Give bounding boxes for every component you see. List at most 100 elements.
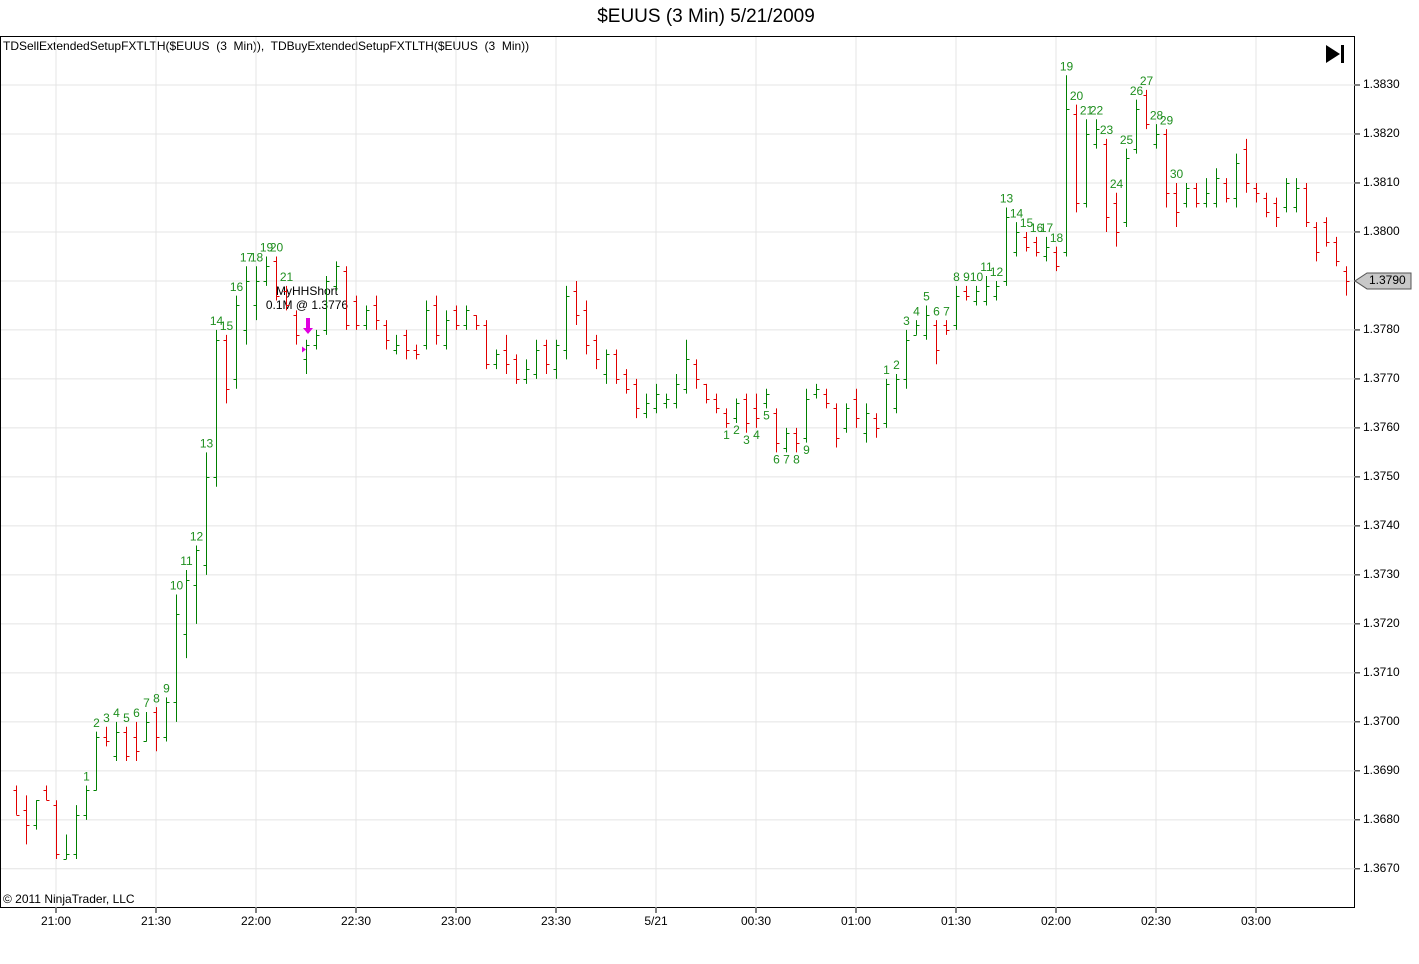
y-tick-label: 1.3810 (1363, 175, 1400, 189)
x-tick-label: 21:30 (141, 914, 171, 928)
sell-setup-count: 17 (1040, 221, 1054, 235)
sell-setup-count: 15 (1020, 216, 1034, 230)
sell-setup-count: 1 (883, 363, 890, 377)
sell-setup-count: 4 (913, 304, 920, 318)
sell-setup-count: 14 (1010, 206, 1024, 220)
x-tick-label: 00:30 (741, 914, 771, 928)
y-tick-label: 1.3800 (1363, 224, 1400, 238)
sell-setup-count: 2 (93, 716, 100, 730)
sell-setup-count: 6 (133, 706, 140, 720)
sell-setup-count: 29 (1160, 113, 1174, 127)
y-tick-label: 1.3720 (1363, 616, 1400, 630)
sell-setup-count: 28 (1150, 108, 1164, 122)
sell-setup-count: 20 (270, 241, 284, 255)
sell-setup-count: 9 (163, 682, 170, 696)
sell-setup-count: 5 (123, 711, 130, 725)
indicator-legend: TDSellExtendedSetupFXTLTH($EUUS (3 Min))… (3, 39, 529, 53)
trade-fill-marker (302, 346, 306, 353)
scroll-end-button[interactable] (1326, 45, 1344, 63)
sell-setup-count: 23 (1100, 123, 1114, 137)
sell-setup-count: 12 (990, 265, 1004, 279)
sell-setup-count: 8 (153, 691, 160, 705)
sell-setup-count: 7 (143, 696, 150, 710)
y-tick-label: 1.3770 (1363, 371, 1400, 385)
sell-setup-count: 24 (1110, 177, 1124, 191)
sell-setup-count: 9 (963, 270, 970, 284)
x-tick-label: 01:30 (941, 914, 971, 928)
sell-setup-count: 3 (103, 711, 110, 725)
sell-setup-count: 13 (200, 437, 214, 451)
x-tick-label: 02:30 (1141, 914, 1171, 928)
y-tick-label: 1.3710 (1363, 665, 1400, 679)
sell-setup-count: 25 (1120, 133, 1134, 147)
sell-setup-count: 1 (83, 770, 90, 784)
sell-setup-count: 11 (180, 554, 193, 568)
trade-name: MyHHShort (276, 284, 339, 298)
sell-setup-count: 2 (893, 358, 900, 372)
plot-frame (0, 36, 1355, 908)
x-tick-label: 02:00 (1041, 914, 1071, 928)
buy-setup-count: 8 (793, 453, 800, 467)
sell-setup-count: 22 (1090, 103, 1104, 117)
y-tick-label: 1.3740 (1363, 518, 1400, 532)
y-tick-label: 1.3750 (1363, 469, 1400, 483)
end-bar-icon[interactable] (1341, 45, 1344, 63)
buy-setup-count: 4 (753, 428, 760, 442)
sell-setup-count: 21 (1080, 103, 1094, 117)
sell-setup-count: 10 (170, 579, 184, 593)
y-tick-label: 1.3830 (1363, 77, 1400, 91)
buy-setup-count: 9 (803, 443, 810, 457)
y-tick-label: 1.3700 (1363, 714, 1400, 728)
y-tick-label: 1.3820 (1363, 126, 1400, 140)
x-tick-label: 23:30 (541, 914, 571, 928)
sell-setup-count: 4 (113, 706, 120, 720)
x-tick-label: 23:00 (441, 914, 471, 928)
y-tick-label: 1.3670 (1363, 861, 1400, 875)
y-tick-label: 1.3780 (1363, 322, 1400, 336)
buy-setup-count: 5 (763, 408, 770, 422)
x-tick-label: 22:30 (341, 914, 371, 928)
sell-setup-count: 19 (260, 241, 274, 255)
sell-setup-count: 20 (1070, 89, 1084, 103)
play-icon[interactable] (1326, 45, 1340, 63)
sell-setup-count: 5 (923, 290, 930, 304)
sell-setup-count: 11 (980, 260, 993, 274)
last-price-tag (1354, 272, 1412, 290)
sell-setup-count: 18 (1050, 231, 1064, 245)
sell-setup-count: 12 (190, 530, 204, 544)
sell-setup-count: 16 (1030, 221, 1044, 235)
buy-setup-count: 3 (743, 433, 750, 447)
y-tick-label: 1.3760 (1363, 420, 1400, 434)
y-tick-label: 1.3690 (1363, 763, 1400, 777)
x-tick-label: 03:00 (1241, 914, 1271, 928)
copyright: © 2011 NinjaTrader, LLC (3, 892, 135, 906)
x-tick-label: 22:00 (241, 914, 271, 928)
x-tick-label: 5/21 (644, 914, 668, 928)
sell-setup-count: 10 (970, 270, 984, 284)
y-tick-label: 1.3680 (1363, 812, 1400, 826)
sell-setup-count: 15 (220, 319, 234, 333)
buy-setup-count: 2 (733, 423, 740, 437)
sell-setup-count: 17 (240, 250, 254, 264)
sell-setup-count: 16 (230, 280, 244, 294)
sell-setup-count: 14 (210, 314, 224, 328)
sell-setup-count: 30 (1170, 167, 1184, 181)
sell-setup-count: 26 (1130, 84, 1144, 98)
sell-setup-count: 19 (1060, 59, 1074, 73)
sell-setup-count: 3 (903, 314, 910, 328)
last-price-label: 1.3790 (1369, 273, 1406, 287)
buy-setup-count: 6 (773, 453, 780, 467)
sell-setup-count: 27 (1140, 74, 1154, 88)
y-tick-label: 1.3730 (1363, 567, 1400, 581)
sell-setup-count: 21 (280, 270, 294, 284)
chart-title: $EUUS (3 Min) 5/21/2009 (597, 6, 815, 27)
trade-arrow (303, 318, 313, 334)
trade-label: 0.1M @ 1.3776 (266, 298, 349, 312)
x-tick-label: 01:00 (841, 914, 871, 928)
sell-setup-count: 6 (933, 304, 940, 318)
sell-setup-count: 8 (953, 270, 960, 284)
buy-setup-count: 7 (783, 453, 790, 467)
